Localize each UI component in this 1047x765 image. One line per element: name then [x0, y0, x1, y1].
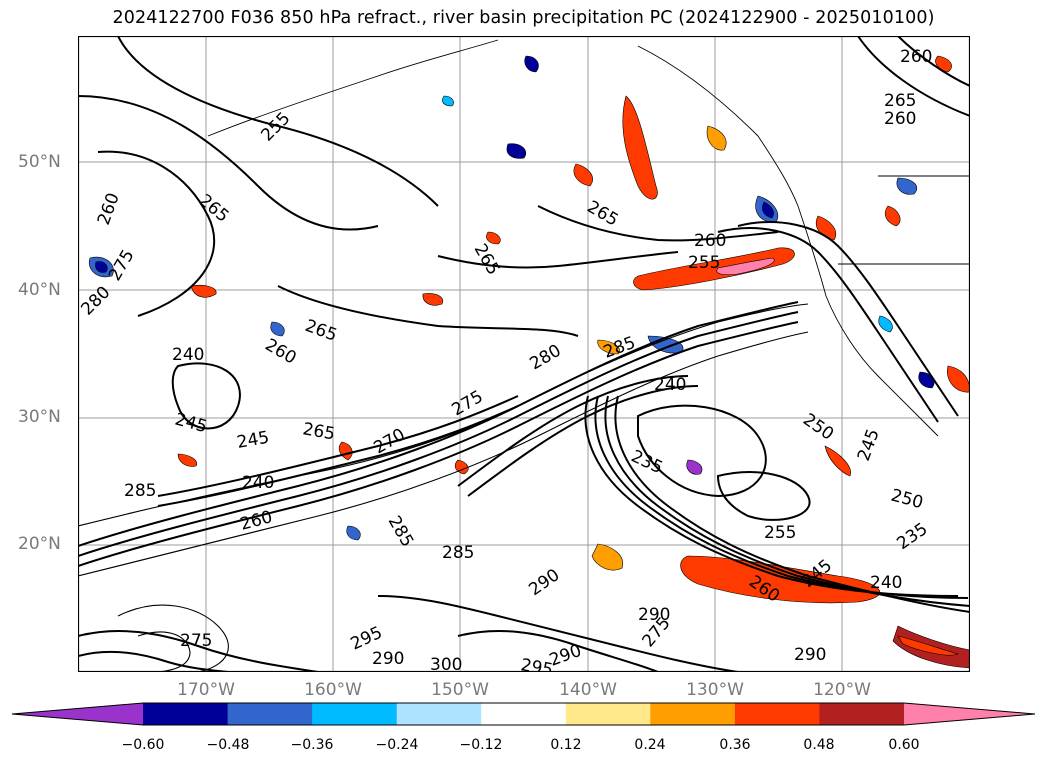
colorbar-segment — [143, 703, 229, 725]
lon-label: 130°W — [686, 680, 744, 700]
colorbar-segment — [227, 703, 313, 725]
colorbar-segment — [312, 703, 398, 725]
contour-label: 240 — [654, 375, 686, 395]
lon-label: 170°W — [177, 680, 235, 700]
thin-contours — [78, 303, 809, 672]
colorbar-outline — [11, 702, 1036, 726]
colorbar-tick-label: −0.36 — [290, 737, 334, 753]
contour-label: 300 — [430, 655, 462, 672]
contour-label: 285 — [442, 543, 474, 563]
contour-label: 260 — [694, 231, 726, 251]
contour-label: 290 — [372, 649, 404, 669]
precip-negative-shading — [88, 55, 935, 541]
contour-label: 240 — [242, 473, 274, 493]
colorbar-extend-high — [904, 703, 1035, 725]
contour-label: 285 — [124, 481, 156, 501]
colorbar-segment — [819, 703, 905, 725]
colorbar-segment — [650, 703, 736, 725]
colorbar-tick-label: 0.24 — [634, 737, 666, 753]
contour-label: 275 — [180, 631, 212, 651]
map-panel: 260 265 260 255 265 260 265 265 260 255 … — [78, 36, 970, 672]
contour-label: 290 — [794, 645, 826, 665]
lon-label: 120°W — [813, 680, 871, 700]
colorbar-extend-low — [12, 703, 143, 725]
contour-label: 240 — [172, 345, 204, 365]
colorbar-tick-label: −0.24 — [375, 737, 419, 753]
colorbar-tick-label: 0.60 — [888, 737, 920, 753]
lat-label: 40°N — [18, 280, 61, 300]
colorbar-tick-label: 0.12 — [550, 737, 582, 753]
contour-label: 295 — [519, 655, 554, 672]
contour-label: 265 — [884, 91, 916, 111]
lat-label: 20°N — [18, 534, 61, 554]
map-svg: 260 265 260 255 265 260 265 265 260 255 … — [78, 36, 970, 672]
colorbar-tick-label: −0.48 — [206, 737, 250, 753]
contour-label: 255 — [688, 253, 720, 273]
map-border — [78, 36, 970, 672]
contour-label: 260 — [884, 109, 916, 129]
chart-title: 2024122700 F036 850 hPa refract., river … — [112, 8, 935, 28]
colorbar-segment — [734, 703, 820, 725]
lon-label: 150°W — [431, 680, 489, 700]
colorbar — [11, 702, 1036, 726]
colorbar-segments — [12, 703, 1035, 725]
colorbar-tick-label: −0.60 — [121, 737, 165, 753]
colorbar-segment — [396, 703, 482, 725]
contour-label: 255 — [764, 523, 796, 543]
colorbar-segment — [481, 703, 567, 725]
lat-label: 30°N — [18, 407, 61, 427]
colorbar-segment — [565, 703, 651, 725]
colorbar-tick-label: 0.36 — [719, 737, 751, 753]
lon-label: 140°W — [559, 680, 617, 700]
lon-label: 160°W — [304, 680, 362, 700]
contour-label: 290 — [638, 605, 670, 625]
colorbar-tick-label: −0.12 — [459, 737, 503, 753]
contour-label: 260 — [900, 47, 932, 67]
contour-label: 240 — [870, 573, 902, 593]
lat-label: 50°N — [18, 152, 61, 172]
colorbar-tick-label: 0.48 — [803, 737, 835, 753]
